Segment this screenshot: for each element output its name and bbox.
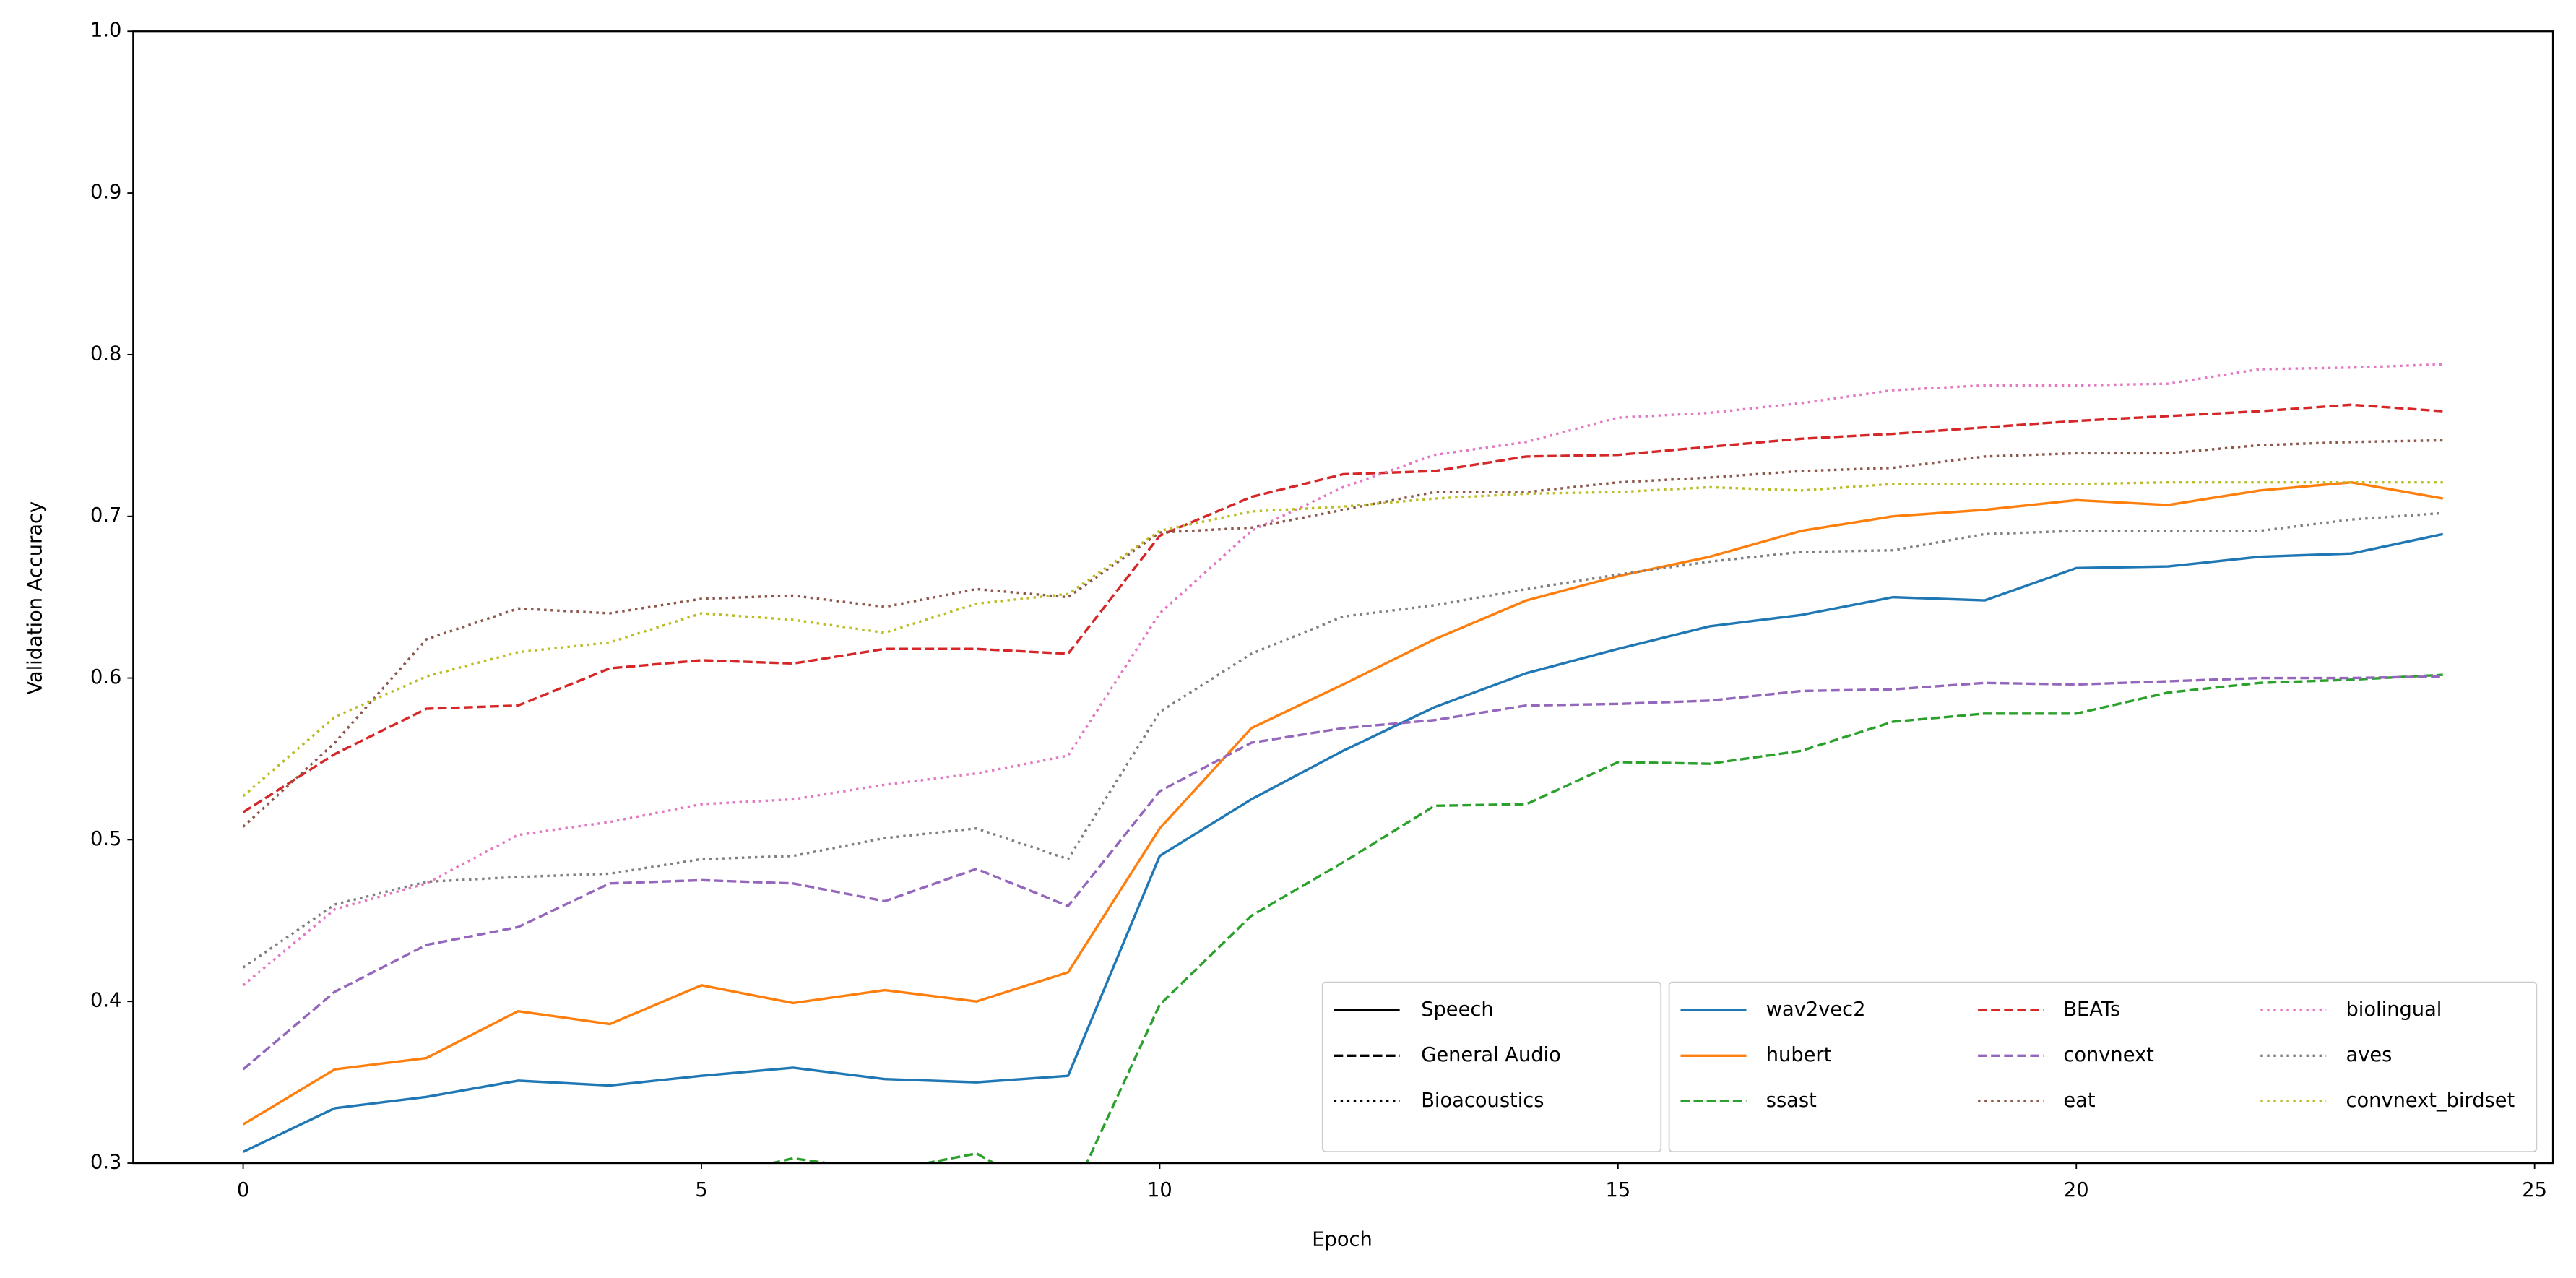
- legend-label: biolingual: [2346, 998, 2442, 1021]
- x-tick-label: 20: [2064, 1179, 2089, 1201]
- plot-area: [242, 363, 2444, 1164]
- series-line: [242, 403, 2443, 813]
- y-tick-label: 0.8: [90, 342, 121, 365]
- x-axis-label: Epoch: [1312, 1228, 1372, 1251]
- x-tick-label: 25: [2522, 1179, 2547, 1201]
- series-line: [242, 363, 2443, 987]
- y-tick-label: 0.3: [90, 1152, 121, 1174]
- series-line: [242, 439, 2443, 828]
- legend-label: convnext_birdset: [2346, 1089, 2515, 1112]
- series-line: [242, 532, 2444, 1153]
- legend-label: ssast: [1766, 1089, 1817, 1112]
- x-tick-label: 15: [1605, 1179, 1630, 1201]
- legend-label: aves: [2346, 1044, 2393, 1066]
- y-tick-label: 0.5: [90, 828, 121, 850]
- legend-box: [1321, 981, 1662, 1153]
- axes-frame: [132, 30, 2554, 1165]
- y-tick-label: 0.6: [90, 666, 121, 688]
- y-axis-label: Validation Accuracy: [25, 501, 47, 695]
- legend-box: [1668, 981, 2538, 1153]
- y-tick-label: 0.9: [90, 181, 121, 204]
- legend-label: General Audio: [1421, 1044, 1561, 1066]
- legend-label: convnext: [2063, 1044, 2154, 1066]
- y-tick-label: 1.0: [90, 20, 121, 42]
- series-line: [766, 673, 2443, 1164]
- legend-label: hubert: [1766, 1044, 1832, 1066]
- legend-label: Speech: [1421, 998, 1493, 1021]
- x-tick-label: 5: [695, 1179, 707, 1201]
- legend-label: eat: [2063, 1089, 2095, 1112]
- x-tick-label: 10: [1147, 1179, 1172, 1201]
- y-tick-label: 0.7: [90, 504, 121, 527]
- y-tick-label: 0.4: [90, 990, 121, 1012]
- legend-label: wav2vec2: [1766, 998, 1866, 1021]
- series-line: [242, 675, 2443, 1071]
- legend-label: Bioacoustics: [1421, 1089, 1544, 1112]
- legend-label: BEATs: [2063, 998, 2120, 1021]
- series-line: [242, 481, 2444, 1126]
- x-tick-label: 0: [237, 1179, 249, 1201]
- series-line: [242, 481, 2443, 798]
